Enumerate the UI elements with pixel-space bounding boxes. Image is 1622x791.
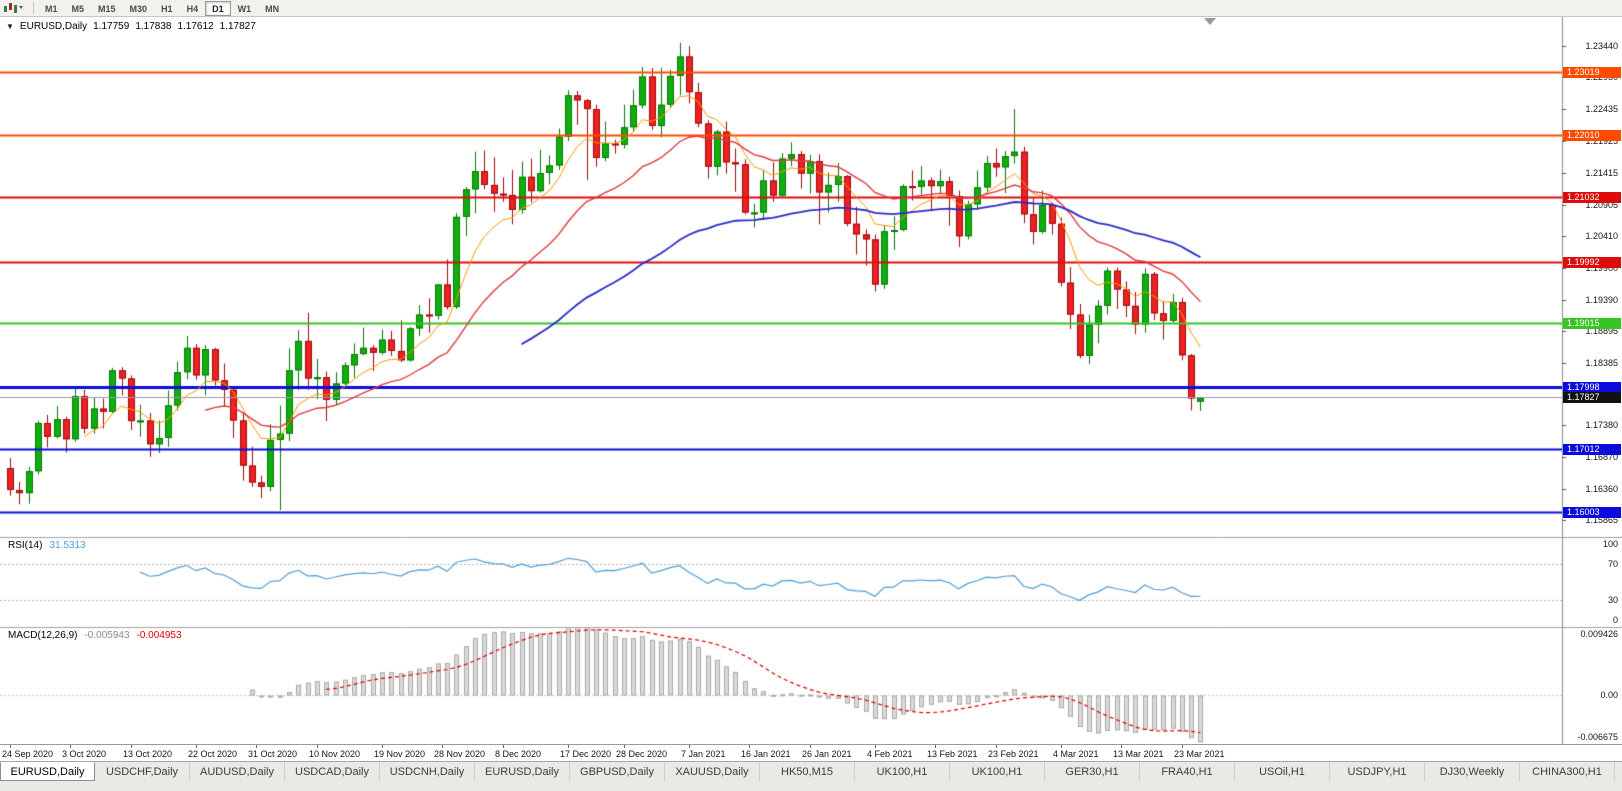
chart-tab-eurusd-daily[interactable]: EURUSD,Daily [0, 762, 95, 781]
time-axis-tick [70, 745, 71, 748]
bottom-strip [0, 781, 1622, 791]
date-label: 31 Oct 2020 [248, 749, 298, 759]
date-label: 4 Mar 2021 [1053, 749, 1099, 759]
date-label: 22 Oct 2020 [188, 749, 238, 759]
time-axis-tick [996, 745, 997, 748]
chart-tab-fra40-h1[interactable]: FRA40,H1 [1140, 762, 1235, 781]
date-label: 13 Mar 2021 [1113, 749, 1164, 759]
time-axis-tick [568, 745, 569, 748]
chart-tab-bar: EURUSD,Daily USDCHF,Daily AUDUSD,Daily USDC… [0, 761, 1622, 781]
time-axis-tick [1121, 745, 1122, 748]
chart-tab-xauusd-daily[interactable]: XAUUSD,Daily [665, 762, 760, 781]
chart-close-value: 1.17827 [219, 21, 256, 32]
chart-tab-gbpusd-daily[interactable]: GBPUSD,Daily [570, 762, 665, 781]
chart-tab-eurusd-daily[interactable]: EURUSD,Daily [475, 762, 570, 781]
date-label: 8 Dec 2020 [495, 749, 542, 759]
time-axis-tick [196, 745, 197, 748]
macd-signal-value: -0.004953 [136, 630, 182, 641]
date-label: 4 Feb 2021 [867, 749, 913, 759]
chart-tab-usdcnh-daily[interactable]: USDCNH,Daily [380, 762, 475, 781]
time-axis-tick [810, 745, 811, 748]
time-axis-tick [10, 745, 11, 748]
date-label: 19 Nov 2020 [374, 749, 426, 759]
chart-type-icon[interactable] [3, 2, 27, 15]
chart-tab-usdcad-daily[interactable]: USDCAD,Daily [285, 762, 380, 781]
time-axis[interactable]: 24 Sep 2020 3 Oct 2020 13 Oct 2020 22 Oct 2… [0, 744, 1622, 761]
chart-tab-dj30-weekly[interactable]: DJ30,Weekly [1425, 762, 1520, 781]
time-axis-tick [1061, 745, 1062, 748]
date-label: 28 Nov 2020 [434, 749, 486, 759]
time-axis-tick [935, 745, 936, 748]
date-label: 23 Feb 2021 [988, 749, 1039, 759]
timeframe-toolbar: M1 M5 M15 M30 H1 H4 D1 W1 MN [0, 0, 1622, 17]
time-axis-tick [131, 745, 132, 748]
time-axis-tick [503, 745, 504, 748]
timeframe-button-w1[interactable]: W1 [237, 3, 252, 14]
toolbar-separator [33, 2, 34, 14]
timeframe-button-h4[interactable]: H4 [186, 3, 199, 14]
chart-ohlc-info: ▼ EURUSD,Daily 1.17759 1.17838 1.17612 1… [6, 21, 256, 32]
time-axis-tick [317, 745, 318, 748]
chart-tab-uk100-h1[interactable]: UK100,H1 [950, 762, 1045, 781]
timeframe-button-m30[interactable]: M30 [129, 3, 148, 14]
timeframe-buttons: M1 M5 M15 M30 H1 H4 D1 W1 MN [38, 0, 286, 16]
timeframe-button-m15[interactable]: M15 [98, 3, 116, 14]
chart-tab-usdchf-daily[interactable]: USDCHF,Daily [95, 762, 190, 781]
macd-name: MACD(12,26,9) [8, 630, 78, 641]
time-axis-tick [256, 745, 257, 748]
chart-symbol-period: EURUSD,Daily [19, 21, 88, 32]
chart-tab-hk50-m15[interactable]: HK50,M15 [760, 762, 855, 781]
date-label: 10 Nov 2020 [309, 749, 361, 759]
candlestick-icon [4, 3, 23, 13]
rsi-indicator-label: RSI(14) 31.5313 [8, 540, 86, 551]
chart-shift-marker[interactable] [1204, 18, 1216, 25]
date-label: 17 Dec 2020 [560, 749, 612, 759]
rsi-value: 31.5313 [49, 540, 86, 551]
chart-tab-ger30-h1[interactable]: GER30,H1 [1045, 762, 1140, 781]
chart-window: ▼ EURUSD,Daily 1.17759 1.17838 1.17612 1… [0, 17, 1622, 744]
chart-tab-china300-h1[interactable]: CHINA300,H1 [1520, 762, 1615, 781]
chart-high-value: 1.17838 [135, 21, 172, 32]
time-axis-tick [624, 745, 625, 748]
date-label: 28 Dec 2020 [616, 749, 668, 759]
time-axis-tick [749, 745, 750, 748]
chart-low-value: 1.17612 [177, 21, 214, 32]
time-axis-tick [689, 745, 690, 748]
date-label: 26 Jan 2021 [802, 749, 852, 759]
chart-open-value: 1.17759 [93, 21, 130, 32]
macd-main-value: -0.005943 [84, 630, 130, 641]
time-axis-tick [442, 745, 443, 748]
date-label: 13 Oct 2020 [123, 749, 173, 759]
timeframe-button-m5[interactable]: M5 [71, 3, 85, 14]
chart-tab-uk100-h1[interactable]: UK100,H1 [855, 762, 950, 781]
timeframe-button-mn[interactable]: MN [265, 3, 280, 14]
date-label: 24 Sep 2020 [2, 749, 54, 759]
chart-tab-audusd-daily[interactable]: AUDUSD,Daily [190, 762, 285, 781]
time-axis-tick [875, 745, 876, 748]
rsi-name: RSI(14) [8, 540, 43, 551]
timeframe-button-h1[interactable]: H1 [161, 3, 173, 14]
date-label: 3 Oct 2020 [62, 749, 107, 759]
time-axis-tick [382, 745, 383, 748]
time-axis-tick [1182, 745, 1183, 748]
one-click-trading-icon[interactable]: ▼ [6, 21, 14, 31]
timeframe-button-m1[interactable]: M1 [45, 3, 58, 14]
timeframe-button-d1[interactable]: D1 [205, 0, 231, 16]
price-chart-canvas[interactable] [0, 17, 1622, 744]
macd-indicator-label: MACD(12,26,9) -0.005943 -0.004953 [8, 630, 182, 641]
chart-tab-usdjpy-h1[interactable]: USDJPY,H1 [1330, 762, 1425, 781]
date-label: 23 Mar 2021 [1174, 749, 1225, 759]
date-label: 13 Feb 2021 [927, 749, 978, 759]
date-label: 7 Jan 2021 [681, 749, 726, 759]
chart-tab-usoil-h1[interactable]: USOil,H1 [1235, 762, 1330, 781]
date-label: 16 Jan 2021 [741, 749, 791, 759]
